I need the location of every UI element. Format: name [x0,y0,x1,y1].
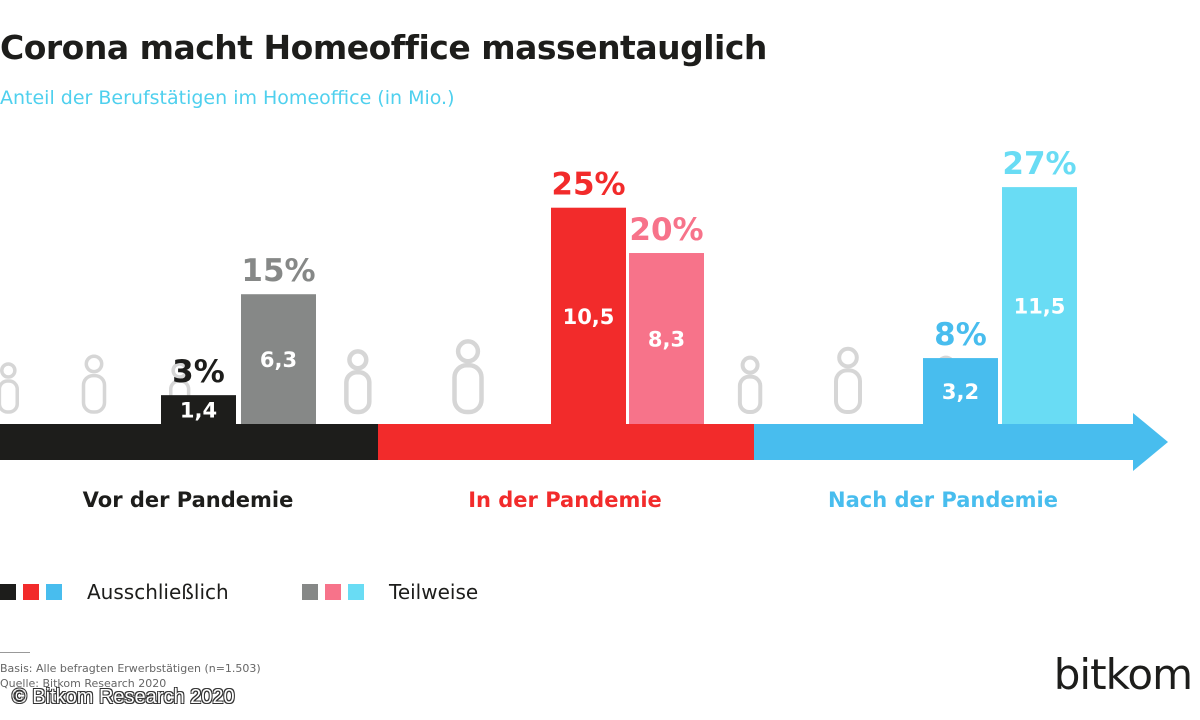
bar-ausschliesslich-3 [923,358,998,424]
chart-subtitle: Anteil der Berufstätigen im Homeoffice (… [0,87,455,109]
percent-label-ausschliesslich-3: 8% [934,317,987,353]
timeline-segment-3 [754,424,1135,460]
legend-label-ausschliesslich: Ausschließlich [87,580,229,604]
legend-teilweise: Teilweise [302,580,478,606]
data-label-ausschliesslich-1: 1,4 [180,399,217,423]
chart-title: Corona macht Homeoffice massentauglich [0,28,767,67]
percent-label-teilweise-2: 20% [629,212,703,248]
legend-label-teilweise: Teilweise [389,580,479,604]
copyright-watermark: © Bitkom Research 2020 [12,686,235,708]
timeline-arrowhead [1133,413,1168,471]
data-label-teilweise-1: 6,3 [260,348,297,372]
category-label-nach: Nach der Pandemie [828,488,1058,512]
bar-teilweise-2 [629,253,704,424]
legend-swatch-lightblue [348,584,364,600]
legend-ausschliesslich: Ausschließlich [0,580,229,606]
bitkom-logo: bitkom [1053,650,1193,699]
bar-teilweise-1 [241,294,316,424]
percent-label-ausschliesslich-1: 3% [172,354,225,390]
percent-label-teilweise-3: 27% [1002,146,1076,182]
logo-text: bitkom [1053,650,1193,699]
bar-ausschliesslich-1 [161,395,236,424]
category-label-vor: Vor der Pandemie [82,488,294,512]
percent-label-ausschliesslich-2: 25% [551,167,625,203]
legend-swatch-red [23,584,39,600]
legend-swatch-grey [302,584,318,600]
bar-ausschliesslich-2 [551,207,626,424]
footnote-basis: Basis: Alle befragten Erwerbstätigen (n=… [0,662,261,675]
legend-swatch-black [0,584,16,600]
footnote-quelle: Quelle: Bitkom Research 2020 [0,677,167,690]
data-label-teilweise-2: 8,3 [648,328,685,352]
data-label-teilweise-3: 11,5 [1014,295,1066,319]
category-label-in: In der Pandemie [468,488,662,512]
legend-swatch-blue [46,584,62,600]
people-icon-vor [0,354,191,414]
timeline-segment-2 [378,424,754,460]
data-label-ausschliesslich-2: 10,5 [563,305,615,329]
timeline-segment-1 [0,424,378,460]
footnote-rule [0,652,30,653]
percent-label-teilweise-1: 15% [241,253,315,289]
data-label-ausschliesslich-3: 3,2 [942,380,979,404]
legend-swatch-pink [325,584,341,600]
bar-teilweise-3 [1002,187,1077,424]
